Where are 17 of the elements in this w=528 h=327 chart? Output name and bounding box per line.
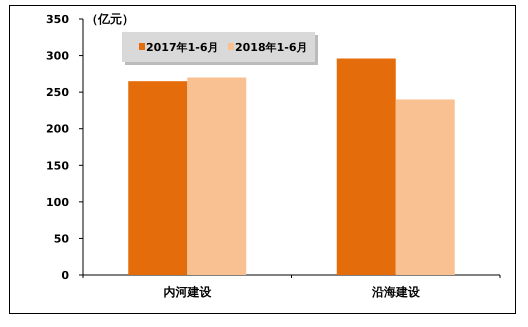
- bar: [187, 78, 246, 275]
- y-axis-title: （亿元）: [86, 12, 134, 26]
- y-tick-label: 300: [46, 50, 70, 63]
- x-tick-label: 沿海建设: [370, 285, 421, 299]
- bar: [396, 99, 455, 275]
- y-tick-label: 50: [54, 232, 70, 246]
- bar: [128, 81, 188, 275]
- y-tick-label: 350: [46, 13, 70, 26]
- legend-label: 2018年1-6月: [235, 41, 308, 54]
- y-tick-label: 100: [46, 196, 70, 209]
- x-tick-label: 内河建设: [163, 285, 212, 299]
- y-tick-label: 150: [46, 159, 70, 172]
- y-tick-label: 0: [61, 269, 70, 282]
- y-tick-label: 200: [46, 122, 70, 136]
- legend-label: 2017年1-6月: [146, 41, 218, 54]
- y-tick-label: 250: [46, 86, 70, 100]
- bar: [336, 58, 396, 275]
